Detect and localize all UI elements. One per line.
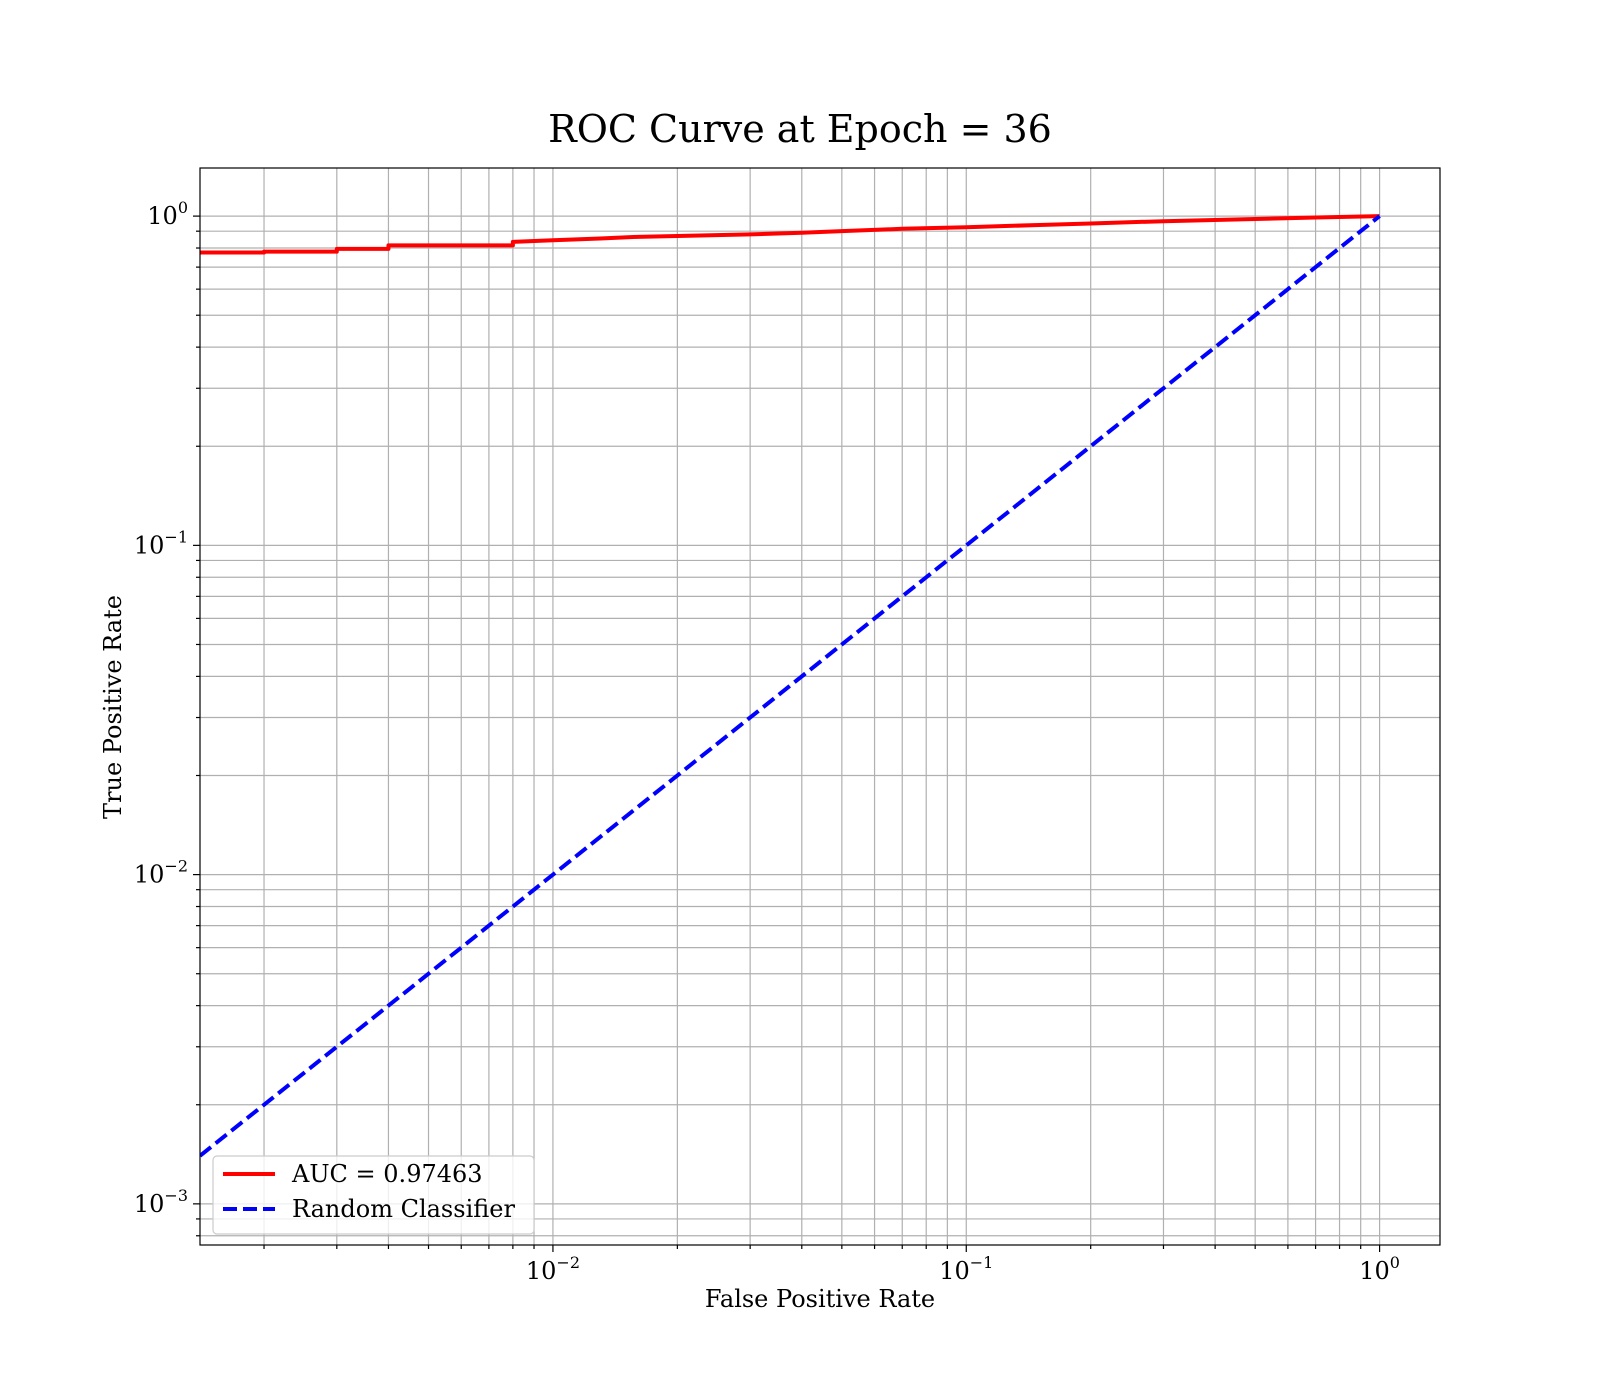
x-tick-label: 10−2 <box>526 1253 580 1285</box>
y-tick-label: 100 <box>147 198 188 230</box>
x-axis-label: False Positive Rate <box>705 1285 935 1313</box>
x-tick-label: 10−1 <box>939 1253 993 1285</box>
legend-label-auc: AUC = 0.97463 <box>291 1160 483 1188</box>
random-classifier-line <box>200 214 1381 1158</box>
y-axis-label: True Positive Rate <box>99 595 127 819</box>
legend-label-random: Random Classifier <box>292 1195 515 1223</box>
plot-frame <box>199 167 1441 1246</box>
ticks: 10−2 10−1 100 10−3 10−2 10−1 100 <box>134 198 1400 1285</box>
y-tick-label: 10−3 <box>134 1186 188 1218</box>
grid <box>200 168 1440 1245</box>
x-tick-label: 100 <box>1359 1253 1400 1285</box>
y-tick-label: 10−1 <box>134 527 188 559</box>
legend-box <box>212 1155 535 1235</box>
roc-curve-line <box>200 214 1380 255</box>
series-layer <box>200 214 1381 1158</box>
legend: AUC = 0.97463 Random Classifier <box>212 1155 535 1235</box>
chart-title: ROC Curve at Epoch = 36 <box>548 107 1052 151</box>
y-tick-label: 10−2 <box>134 857 188 889</box>
